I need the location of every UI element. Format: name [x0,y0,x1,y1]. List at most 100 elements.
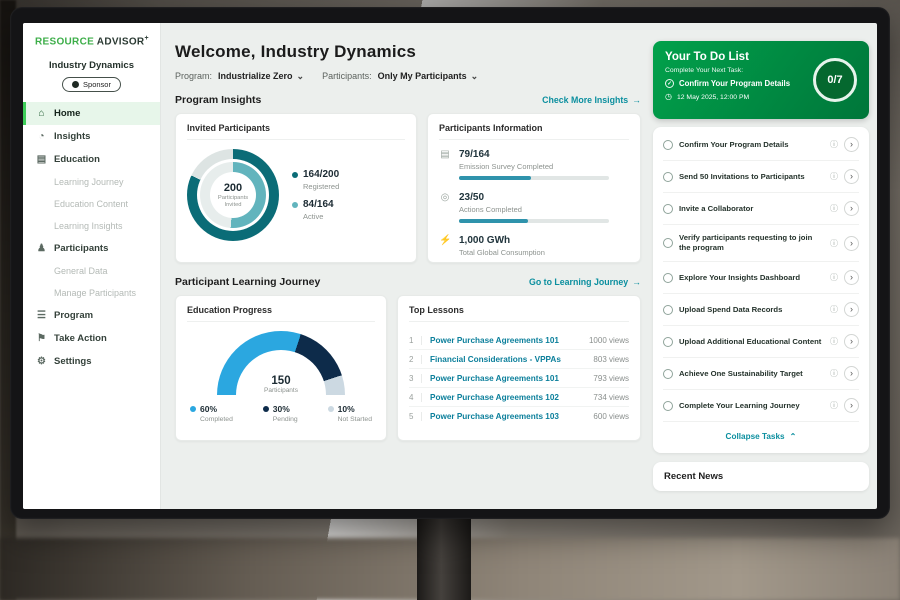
task-label: Explore Your Insights Dashboard [679,272,801,282]
sidebar-item-insights[interactable]: ◔ Insights [23,125,160,148]
sponsor-badge[interactable]: Sponsor [62,77,121,93]
check-more-insights-link[interactable]: Check More Insights → [542,95,641,105]
lesson-link[interactable]: Power Purchase Agreements 101 [430,373,559,383]
sidebar-item-general-data[interactable]: General Data [23,260,160,282]
task-row-upload-educational-content[interactable]: Upload Additional Educational Content ⓘ … [663,326,859,358]
task-row-explore-insights[interactable]: Explore Your Insights Dashboard ⓘ › [663,262,859,294]
task-row-upload-spend-data[interactable]: Upload Spend Data Records ⓘ › [663,294,859,326]
go-to-learning-journey-link[interactable]: Go to Learning Journey → [529,277,641,287]
task-checkbox[interactable] [663,400,673,411]
task-row-confirm-program[interactable]: Confirm Your Program Details ⓘ › [663,129,859,161]
lesson-views: 803 views [593,354,629,364]
task-label: Confirm Your Program Details [679,139,789,149]
legend-dot-completed [190,406,196,412]
info-icon: ⓘ [830,273,838,282]
clock-icon: ◷ [665,92,672,101]
participants-select[interactable]: Only My Participants ⌄ [378,71,479,81]
insights-cards-row: Invited Participants 200 Participants In… [175,113,641,263]
gauge-center: 150 Participants [217,375,345,394]
nav-label: Insights [54,131,91,143]
lesson-link[interactable]: Financial Considerations - VPPAs [430,354,561,364]
legend-label: Pending [272,416,298,423]
task-chevron-button[interactable]: › [844,235,859,251]
lesson-rank: 5 [409,411,422,421]
lesson-link[interactable]: Power Purchase Agreements 102 [430,392,559,402]
task-checkbox[interactable] [663,139,673,150]
sidebar-item-education-content[interactable]: Education Content [23,193,160,215]
task-chevron-button[interactable]: › [844,366,859,381]
metric-label: Actions Completed [459,205,522,214]
task-row-verify-participants[interactable]: Verify participants requesting to join t… [663,225,859,262]
monitor-stand [417,518,471,600]
legend-value: 84/164 [303,199,334,210]
monitor-bezel: RESOURCE ADVISOR+ Industry Dynamics Spon… [10,7,890,519]
task-checkbox[interactable] [663,336,673,347]
collapse-label: Collapse Tasks [725,431,785,441]
task-row-send-invitations[interactable]: Send 50 Invitations to Participants ⓘ › [663,161,859,193]
sidebar-item-program[interactable]: ☰ Program [23,304,160,327]
todo-subtitle: Complete Your Next Task: [665,67,744,74]
card-title: Invited Participants [187,123,405,140]
sidebar-item-home[interactable]: ⌂ Home [23,102,160,126]
lesson-row: 3 Power Purchase Agreements 101 793 view… [409,369,629,388]
task-checkbox[interactable] [663,272,673,283]
nav-label: Education Content [54,199,129,210]
nav-label: Home [54,108,81,120]
todo-title: Your To Do List [665,51,749,63]
take-action-icon: ⚑ [37,333,46,345]
legend-item-not-started: 10% Not Started [327,404,372,423]
lesson-views: 1000 views [588,335,629,345]
education-progress-card: Education Progress 150 Participants [175,295,387,441]
lesson-rank: 4 [409,392,422,402]
sidebar-item-learning-journey[interactable]: Learning Journey [23,171,160,193]
legend-dot-active [292,201,298,208]
task-checkbox[interactable] [663,203,673,214]
sidebar-item-participants[interactable]: ♟ Participants [23,237,160,260]
survey-icon: ▤ [440,149,450,160]
lesson-views: 793 views [593,373,629,383]
sidebar-item-learning-insights[interactable]: Learning Insights [23,215,160,237]
task-checkbox[interactable] [663,171,673,182]
legend-dot-pending [262,406,269,412]
task-chevron-button[interactable]: › [844,334,859,349]
info-icon: ⓘ [830,369,838,378]
learning-journey-header: Participant Learning Journey Go to Learn… [175,276,641,288]
task-chevron-button[interactable]: › [844,398,859,413]
program-select[interactable]: Industrialize Zero ⌄ [218,71,304,81]
task-chevron-button[interactable]: › [844,270,859,285]
legend-label: Completed [200,416,233,423]
actions-icon: ◎ [440,192,450,203]
lesson-rank: 3 [409,373,422,383]
sidebar-item-settings[interactable]: ⚙ Settings [23,350,160,373]
legend-value: 30% [272,404,290,414]
task-chevron-button[interactable]: › [844,137,859,152]
legend-label: Registered [303,182,340,191]
lesson-views: 600 views [593,411,629,421]
progress-fill [459,176,531,180]
task-chevron-button[interactable]: › [844,302,859,317]
lesson-link[interactable]: Power Purchase Agreements 101 [430,335,559,345]
participants-information-card: Participants Information ▤ 79/164 Emissi… [427,113,641,263]
task-chevron-button[interactable]: › [844,169,859,184]
sidebar-item-manage-participants[interactable]: Manage Participants [23,282,160,304]
task-chevron-button[interactable]: › [844,201,859,216]
task-row-invite-collaborator[interactable]: Invite a Collaborator ⓘ › [663,193,859,225]
metric-body: 79/164 Emission Survey Completed [459,149,609,180]
program-icon: ☰ [37,310,46,322]
collapse-tasks-button[interactable]: Collapse Tasks ⌃ [663,422,859,451]
card-title: Education Progress [187,305,375,322]
task-row-complete-learning-journey[interactable]: Complete Your Learning Journey ⓘ › [663,390,859,422]
org-name: Industry Dynamics [49,60,134,72]
legend-value: 164/200 [303,169,340,180]
info-icon: ⓘ [830,401,838,410]
todo-next-task[interactable]: ✓ Confirm Your Program Details [665,79,857,88]
task-checkbox[interactable] [663,304,673,315]
metric-value: 23/50 [459,192,485,203]
task-checkbox[interactable] [663,238,673,248]
sidebar-item-education[interactable]: ▤ Education [23,148,160,171]
task-checkbox[interactable] [663,368,673,379]
metric-body: 23/50 Actions Completed [459,192,609,223]
lesson-link[interactable]: Power Purchase Agreements 103 [430,411,559,421]
sidebar-item-take-action[interactable]: ⚑ Take Action [23,327,160,350]
task-row-achieve-target[interactable]: Achieve One Sustainability Target ⓘ › [663,358,859,390]
